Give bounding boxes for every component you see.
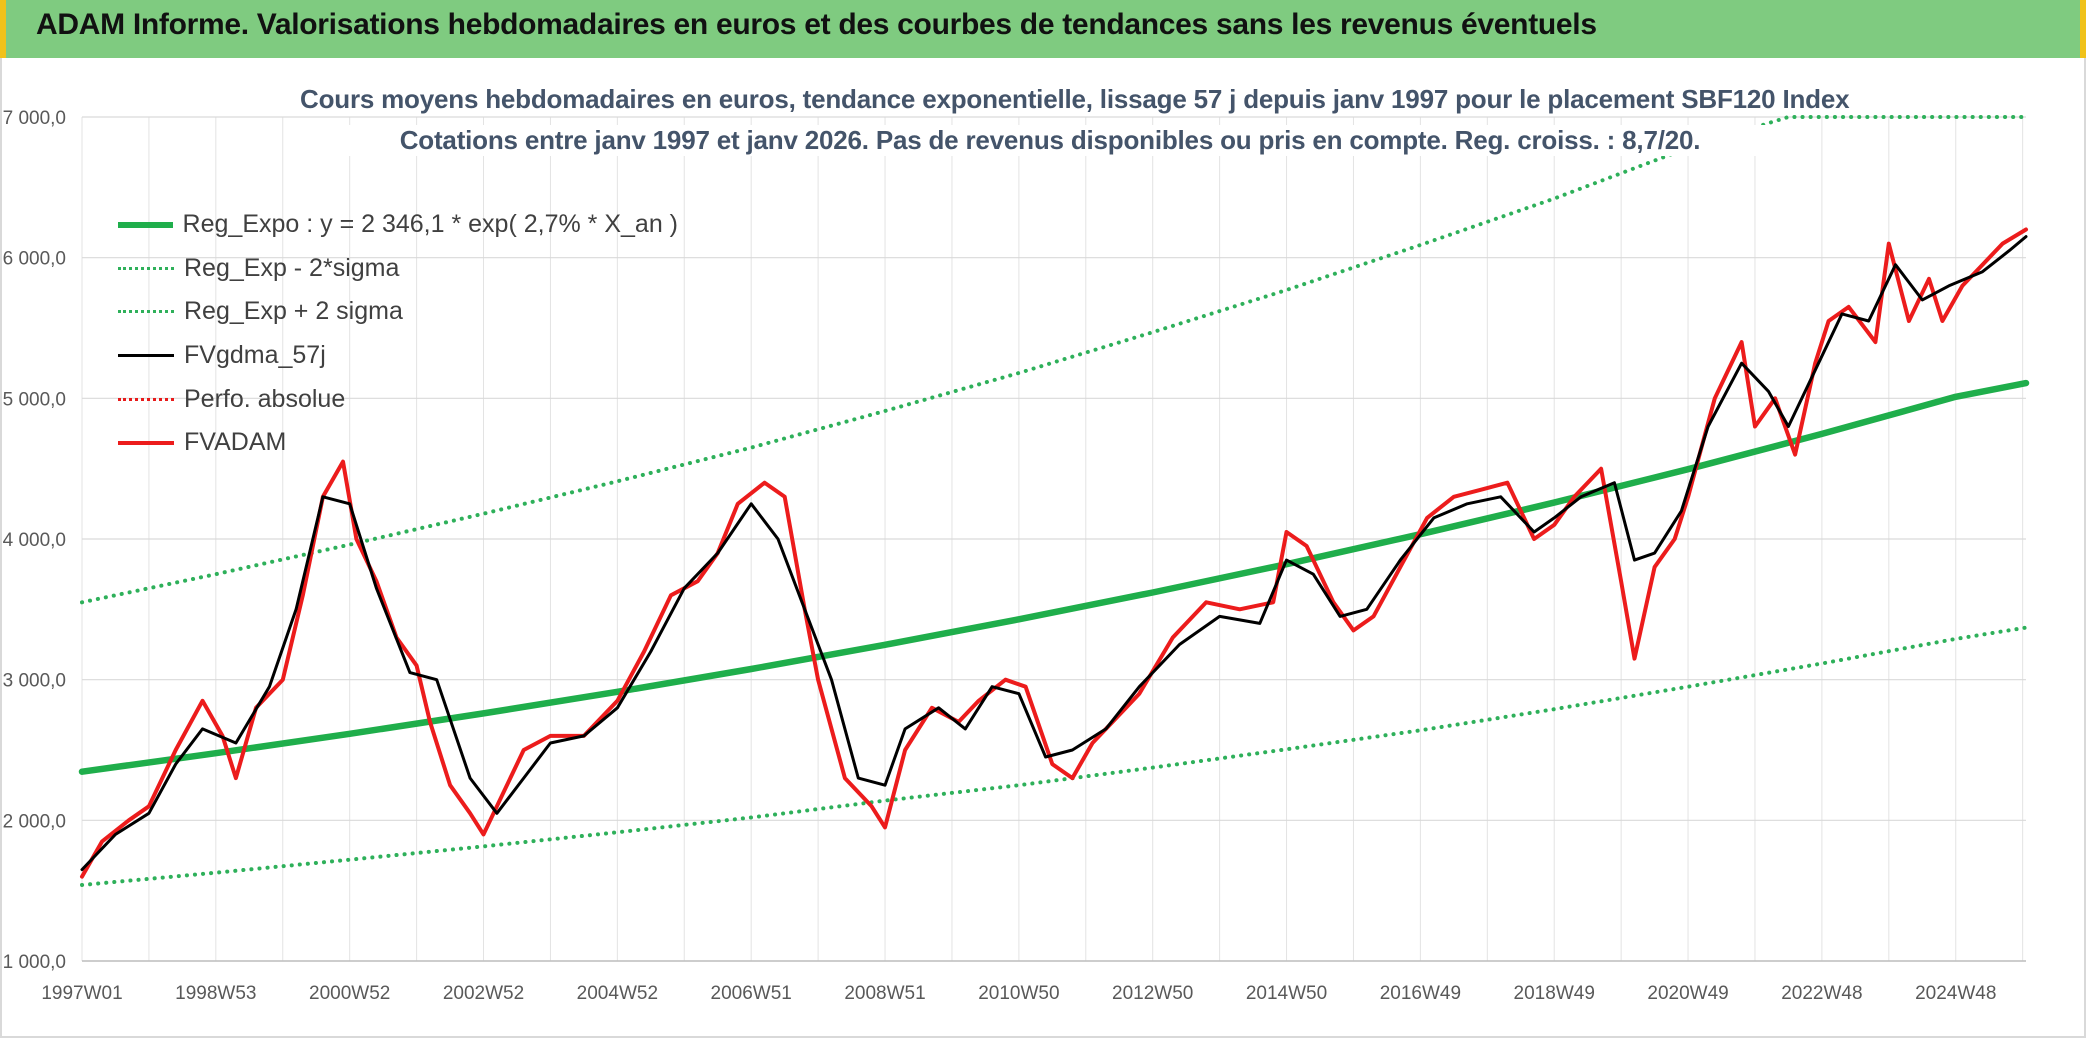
page-title: ADAM Informe. Valorisations hebdomadaire… — [36, 8, 1597, 41]
series-reg-expo — [78, 379, 2030, 775]
x-tick-label: 2014W50 — [1246, 983, 1327, 1004]
legend-swatch — [118, 310, 174, 314]
x-tick-label: 2016W49 — [1380, 983, 1461, 1004]
x-tick-label: 2002W52 — [443, 983, 524, 1004]
x-tick-label: 1998W53 — [175, 983, 256, 1004]
x-tick-label: 2020W49 — [1647, 983, 1728, 1004]
page-header: ADAM Informe. Valorisations hebdomadaire… — [0, 0, 2086, 58]
legend-item-reg-expo: Reg_Expo : y = 2 346,1 * exp( 2,7% * X_a… — [118, 203, 678, 247]
legend-swatch — [118, 397, 174, 401]
legend-item-perfo-absolue: Perfo. absolue — [118, 377, 678, 421]
x-tick-label: 2010W50 — [978, 983, 1059, 1004]
x-tick-label: 2012W50 — [1112, 983, 1193, 1004]
legend-item-reg-exp-plus: Reg_Exp + 2 sigma — [118, 290, 678, 334]
series-reg-exp-minus — [80, 625, 2028, 887]
y-tick-label: 6 000,0 — [3, 249, 66, 270]
y-tick-label: 5 000,0 — [3, 389, 66, 410]
legend-label: Reg_Expo : y = 2 346,1 * exp( 2,7% * X_a… — [182, 210, 678, 239]
legend-swatch — [118, 440, 174, 445]
y-tick-label: 4 000,0 — [3, 530, 66, 551]
legend-item-fvgdma: FVgdma_57j — [118, 334, 678, 378]
x-tick-label: 2006W51 — [711, 983, 792, 1004]
x-tick-label: 2008W51 — [844, 983, 925, 1004]
chart-title: Cours moyens hebdomadaires en euros, ten… — [300, 84, 1850, 115]
legend-swatch — [118, 221, 173, 228]
legend-label: FVgdma_57j — [184, 341, 326, 370]
chart-subtitle: Cotations entre janv 1997 et janv 2026. … — [300, 125, 1800, 156]
y-tick-label: 1 000,0 — [3, 952, 66, 973]
legend-label: FVADAM — [184, 428, 287, 457]
chart-frame — [0, 58, 2086, 1038]
y-tick-label: 7 000,0 — [3, 108, 66, 129]
chart-legend: Reg_Expo : y = 2 346,1 * exp( 2,7% * X_a… — [118, 203, 678, 465]
legend-label: Perfo. absolue — [184, 384, 346, 413]
legend-label: Reg_Exp + 2 sigma — [184, 297, 403, 326]
legend-item-reg-exp-minus: Reg_Exp - 2*sigma — [118, 247, 678, 291]
legend-label: Reg_Exp - 2*sigma — [184, 253, 400, 282]
legend-swatch — [118, 354, 174, 358]
series-fvgdma — [80, 235, 2028, 872]
y-tick-label: 3 000,0 — [3, 671, 66, 692]
series-reg-exp-plus — [80, 115, 2028, 605]
x-tick-label: 2000W52 — [309, 983, 390, 1004]
x-tick-label: 2024W48 — [1915, 983, 1996, 1004]
x-tick-label: 2022W48 — [1781, 983, 1862, 1004]
x-tick-label: 1997W01 — [41, 983, 122, 1004]
x-tick-label: 2004W52 — [577, 983, 658, 1004]
legend-swatch — [118, 266, 174, 270]
x-tick-label: 2018W49 — [1514, 983, 1595, 1004]
legend-item-fvadam: FVADAM — [118, 421, 678, 465]
y-tick-label: 2 000,0 — [3, 811, 66, 832]
